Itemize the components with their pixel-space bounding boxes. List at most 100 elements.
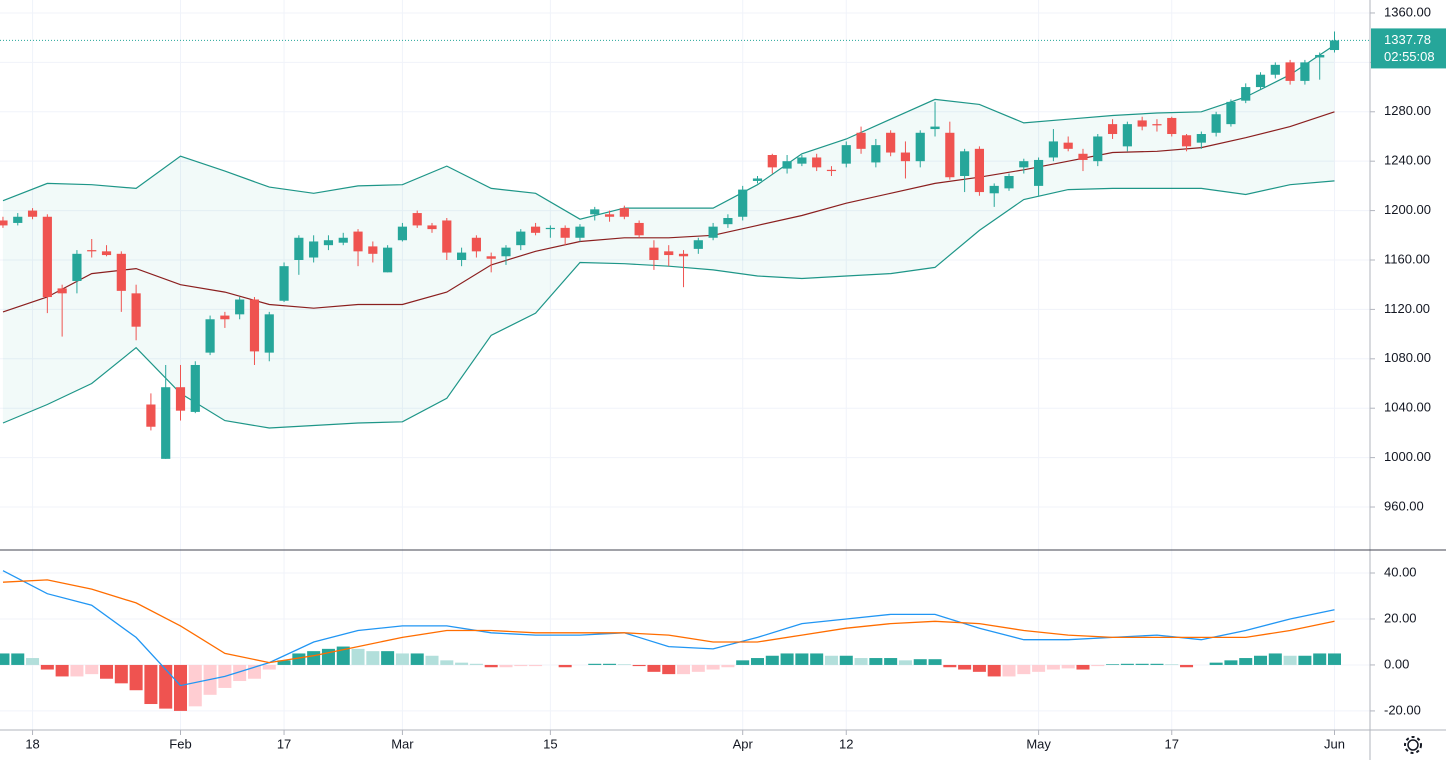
histogram-bar [913,659,927,665]
candle-body [1285,62,1295,81]
x-tick-label: 15 [543,736,557,751]
candle-body [368,246,378,254]
candle-body [945,132,955,178]
candle-body [664,251,674,256]
candle-body [782,161,792,169]
histogram-bar [1209,662,1223,665]
histogram-bar [188,664,202,707]
candle-body [131,293,141,327]
y-tick-label: 40.00 [1384,564,1417,579]
histogram-bar [1254,655,1268,665]
x-tick-label: Feb [169,736,191,751]
histogram-bar [0,653,10,665]
candle-body [383,247,393,273]
candle-body [457,252,467,260]
candle-body [575,226,585,238]
candle-body [501,247,511,257]
candle-body [1063,142,1073,149]
y-tick-label: 1080.00 [1384,350,1431,365]
histogram-bar [972,664,986,672]
candle-body [309,241,319,258]
candle-body [767,155,777,168]
histogram-bar [588,663,602,665]
candle-body [279,266,289,301]
candle-body [397,226,408,241]
candle-body [13,216,23,223]
histogram-bar [351,648,365,665]
candle-body [900,152,911,162]
histogram-bar [1046,664,1060,670]
histogram-bar [1135,663,1149,665]
candle-body [87,250,97,252]
candle-body [1270,64,1280,75]
histogram-bar [55,664,69,677]
histogram-bar [307,651,321,665]
candle-body [1226,101,1236,125]
candle-body [886,132,896,153]
candle-body [427,225,437,230]
histogram-bar [70,664,84,677]
candle-body [723,217,733,225]
histogram-bar [425,655,439,665]
candle-body [1315,54,1325,58]
histogram-bar [440,660,454,665]
histogram-bar [795,653,809,665]
candle-body [974,148,985,193]
countdown-label: 02:55:08 [1384,49,1435,64]
candle-body [1093,136,1103,162]
settings-icon[interactable] [1404,736,1422,754]
histogram-bar [987,664,1001,677]
histogram-bar [499,664,513,668]
y-tick-label: 1160.00 [1384,251,1430,266]
histogram-bar [943,664,957,668]
candle-body [989,185,999,194]
histogram-bar [26,658,40,665]
histogram-bar [839,655,853,665]
candle-body [560,227,570,238]
x-tick-label: Mar [391,736,414,751]
x-tick-label: 18 [25,736,39,751]
histogram-bar [750,658,765,665]
histogram-bar [677,664,691,675]
histogram-bar [1017,664,1031,675]
y-tick-label: 960.00 [1384,498,1424,513]
histogram-bar [1150,663,1164,665]
x-tick-label: 17 [277,736,291,751]
histogram-bar [869,658,883,665]
candle-body [619,208,629,217]
last-price-box [1371,28,1446,69]
candle-body [678,253,689,257]
candle-body [161,387,171,459]
candle-body [42,216,52,298]
candle-body [205,319,215,353]
band-fill [2,45,1335,428]
histogram-bar [1313,653,1327,665]
candle-body [856,132,866,149]
candle-body [264,314,274,353]
histogram-bar [529,664,543,667]
histogram-bar [1091,664,1105,667]
candle-body [249,299,260,352]
candle-body [1241,87,1251,101]
histogram-bar [11,653,25,665]
y-tick-label: 1280.00 [1384,103,1431,118]
candle-body [220,315,230,320]
histogram-bar [1239,658,1253,665]
histogram-bar [410,653,424,665]
histogram-bar [262,664,276,670]
candle-body [338,237,348,243]
histogram-bar [721,664,735,668]
candle-body [116,253,126,291]
histogram-bar [1076,664,1090,670]
histogram-bar [455,662,469,665]
histogram-bar [765,655,779,665]
candle-body [1255,74,1266,88]
candle-body [752,178,763,181]
x-tick-label: 17 [1165,736,1179,751]
candle-body [190,364,200,412]
candle-body [146,404,156,427]
candle-body [738,189,748,217]
candle-body [27,210,38,217]
candle-body [353,231,363,252]
